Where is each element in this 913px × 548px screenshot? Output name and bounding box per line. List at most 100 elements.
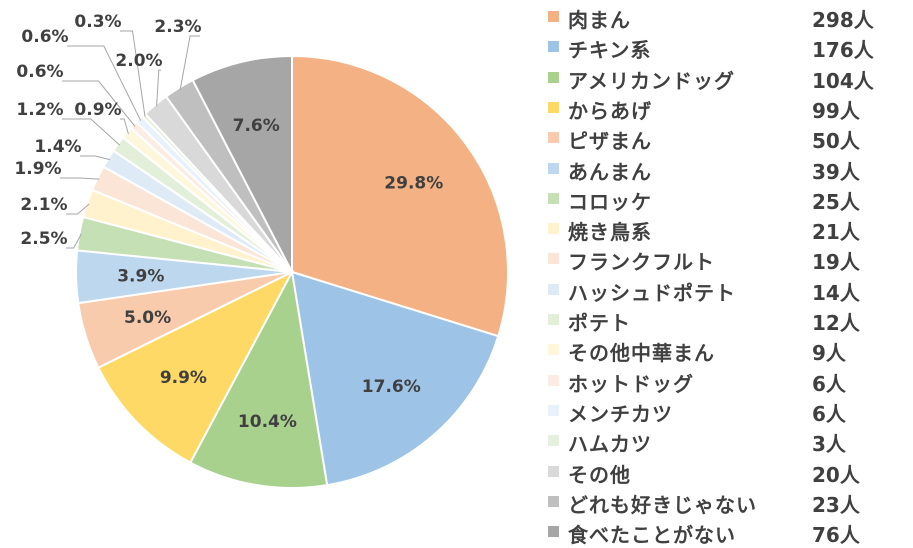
- legend-count: 39人: [812, 159, 860, 184]
- percent-label: 0.6%: [21, 27, 68, 47]
- legend-swatch: [548, 283, 559, 295]
- legend-item: その他中華まん 9人: [542, 335, 913, 365]
- leader-line: [156, 69, 161, 107]
- legend-label: 肉まん: [568, 8, 631, 32]
- legend-swatch: [548, 101, 559, 113]
- legend-label: ポテト: [568, 311, 631, 335]
- legend-count: 6人: [812, 401, 846, 426]
- percent-label: 7.6%: [233, 116, 280, 136]
- leader-line: [120, 30, 146, 117]
- legend-label: ホットドッグ: [568, 371, 694, 396]
- legend-swatch: [548, 132, 559, 144]
- legend-item: ハムカツ 3人: [542, 426, 913, 456]
- legend-label: メンチカツ: [568, 401, 673, 426]
- legend-count: 20人: [812, 462, 860, 487]
- leader-line: [66, 203, 90, 215]
- legend-count: 21人: [812, 220, 860, 245]
- legend-item: 肉まん 298人: [542, 2, 913, 32]
- legend-swatch: [548, 374, 559, 386]
- legend-item: ホットドッグ 6人: [542, 366, 913, 396]
- legend-item: アメリカンドッグ 104人: [542, 63, 913, 93]
- percent-label: 3.9%: [117, 266, 164, 286]
- legend-item: メンチカツ 6人: [542, 396, 913, 426]
- legend-item: チキン系 176人: [542, 32, 913, 62]
- percent-label: 0.6%: [16, 62, 63, 82]
- legend-item: コロッケ 25人: [542, 184, 913, 214]
- legend-count: 12人: [812, 311, 860, 335]
- legend-item: 焼き鳥系 21人: [542, 214, 913, 244]
- legend-count: 298人: [812, 8, 874, 32]
- legend-label: 焼き鳥系: [568, 220, 652, 245]
- legend-label: どれも好きじゃない: [568, 492, 757, 517]
- legend-swatch: [548, 71, 559, 83]
- legend-count: 99人: [812, 98, 860, 123]
- legend-count: 104人: [812, 68, 874, 93]
- leader-lines: [60, 30, 200, 249]
- percent-label: 2.5%: [20, 229, 67, 249]
- legend-label: ハッシュドポテト: [568, 280, 736, 305]
- legend-count: 76人: [812, 523, 860, 548]
- legend-item: ポテト 12人: [542, 305, 913, 335]
- leader-line: [67, 45, 142, 121]
- legend-label: からあげ: [568, 98, 652, 123]
- legend-label: 食べたことがない: [568, 523, 736, 548]
- legend-count: 19人: [812, 250, 860, 275]
- legend-swatch: [548, 223, 559, 235]
- legend-item: からあげ 99人: [542, 93, 913, 123]
- legend-item: 食べたことがない 76人: [542, 517, 913, 547]
- legend-swatch: [548, 435, 559, 447]
- leader-line: [120, 118, 129, 135]
- legend-swatch: [548, 404, 559, 416]
- legend-item: ハッシュドポテト 14人: [542, 275, 913, 305]
- percent-label: 1.4%: [34, 137, 81, 157]
- legend-count: 23人: [812, 492, 860, 517]
- legend-label: その他中華まん: [568, 341, 715, 366]
- leader-line: [60, 177, 100, 180]
- percent-label: 10.4%: [238, 412, 297, 432]
- legend-count: 176人: [812, 38, 874, 63]
- legend-label: フランクフルト: [568, 250, 715, 275]
- legend-swatch: [548, 253, 559, 265]
- legend-item: ピザまん 50人: [542, 123, 913, 153]
- legend-swatch: [548, 495, 559, 507]
- legend-swatch: [548, 162, 559, 174]
- percent-label: 1.9%: [14, 159, 61, 179]
- percent-label: 9.9%: [160, 368, 207, 388]
- legend-count: 6人: [812, 371, 846, 396]
- legend-item: どれも好きじゃない 23人: [542, 487, 913, 517]
- legend-swatch: [548, 314, 559, 325]
- leader-line: [62, 118, 121, 146]
- percent-label: 2.3%: [154, 17, 201, 37]
- percent-label: 5.0%: [124, 308, 171, 328]
- pie-slice: [191, 54, 293, 273]
- percent-label: 0.9%: [74, 100, 121, 120]
- legend-item: フランクフルト 19人: [542, 244, 913, 274]
- leader-line: [80, 155, 111, 161]
- legend-label: ピザまん: [568, 129, 652, 154]
- legend-swatch: [548, 526, 559, 538]
- pie-slice: [188, 268, 329, 489]
- legend-item: その他 20人: [542, 457, 913, 487]
- legend-count: 50人: [812, 129, 860, 154]
- leader-line: [66, 233, 82, 249]
- pie-chart: 29.8%17.6%10.4%9.9%5.0%3.9%2.5%2.1%1.9%1…: [14, 12, 509, 489]
- legend-swatch: [548, 344, 559, 356]
- legend-count: 14人: [812, 280, 860, 305]
- legend-count: 25人: [812, 189, 860, 214]
- pie-slice: [290, 270, 500, 487]
- percent-label: 17.6%: [362, 377, 421, 397]
- pie-slice: [291, 54, 509, 338]
- legend-label: コロッケ: [568, 189, 652, 214]
- legend-label: ハムカツ: [568, 432, 652, 457]
- legend-swatch: [548, 465, 559, 477]
- legend-label: チキン系: [568, 38, 652, 63]
- legend: 肉まん 298人チキン系 176人 アメリカンドッグ 104人からあげ 99人ピザまん 50…: [542, 0, 913, 548]
- percent-labels: 29.8%17.6%10.4%9.9%5.0%3.9%2.5%2.1%1.9%1…: [14, 12, 443, 432]
- legend-count: 9人: [812, 341, 846, 366]
- percent-label: 1.2%: [16, 100, 63, 120]
- percent-label: 29.8%: [384, 173, 443, 193]
- leader-line: [179, 35, 200, 90]
- pie-slice: [96, 269, 295, 464]
- legend-count: 3人: [812, 432, 846, 457]
- legend-item: あんまん 39人: [542, 154, 913, 184]
